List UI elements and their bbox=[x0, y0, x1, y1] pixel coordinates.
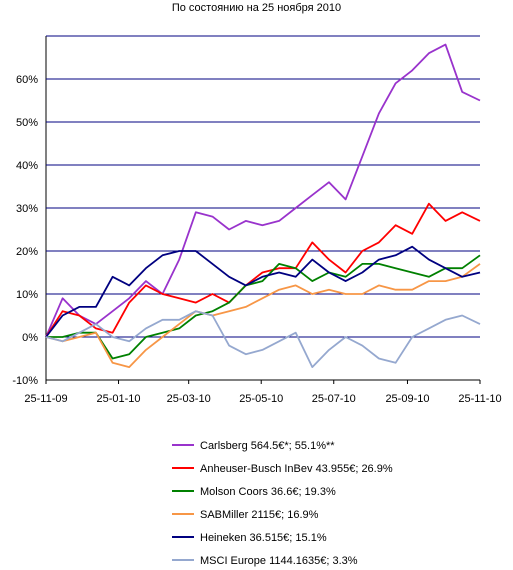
legend-label: MSCI Europe 1144.1635€; 3.3% bbox=[200, 555, 358, 567]
y-tick-label: 10% bbox=[16, 289, 38, 301]
y-tick-label: 20% bbox=[16, 246, 38, 258]
gridlines bbox=[46, 35, 480, 338]
series-line-5 bbox=[45, 245, 481, 338]
y-tick-label: -10% bbox=[12, 375, 38, 387]
chart-title: По состоянию на 25 ноября 2010 bbox=[171, 2, 342, 14]
y-axis-tick-labels: -10% 0% 10% 20% 30% 40% 50% 60% bbox=[12, 74, 38, 387]
x-tick-label: 25-05-10 bbox=[239, 393, 283, 405]
legend-label: SABMiller 2115€; 16.9% bbox=[200, 509, 319, 521]
x-tick-label: 25-07-10 bbox=[312, 393, 356, 405]
x-tick-label: 25-09-10 bbox=[385, 393, 429, 405]
series-lines bbox=[45, 43, 481, 369]
x-tick-label: 25-11-09 bbox=[24, 393, 67, 405]
x-tick-label: 25-01-10 bbox=[97, 393, 141, 405]
x-tick-label: 25-03-10 bbox=[167, 393, 211, 405]
series-line-6 bbox=[45, 310, 481, 369]
legend-label: Carlsberg 564.5€*; 55.1%** bbox=[200, 440, 335, 452]
legend-label: Anheuser-Busch InBev 43.955€; 26.9% bbox=[200, 463, 393, 475]
y-tick-label: 40% bbox=[16, 160, 38, 172]
y-tick-label: 60% bbox=[16, 74, 38, 86]
x-tick-label: 25-11-10 bbox=[458, 393, 501, 405]
legend-label: Heineken 36.515€; 15.1% bbox=[200, 532, 327, 544]
x-axis-tick-labels: 25-11-09 25-01-10 25-03-10 25-05-10 25-07-10… bbox=[24, 380, 502, 405]
y-tick-label: 30% bbox=[16, 203, 38, 215]
series-line-3 bbox=[46, 254, 481, 360]
series-line-1 bbox=[45, 43, 481, 338]
series-line-2 bbox=[45, 202, 481, 338]
series-line-4 bbox=[45, 263, 481, 369]
y-tick-label: 0% bbox=[22, 332, 38, 344]
y-tick-label: 50% bbox=[16, 117, 38, 129]
legend-label: Molson Coors 36.6€; 19.3% bbox=[200, 486, 336, 498]
legend: Carlsberg 564.5€*; 55.1%** Anheuser-Busch… bbox=[172, 440, 393, 567]
